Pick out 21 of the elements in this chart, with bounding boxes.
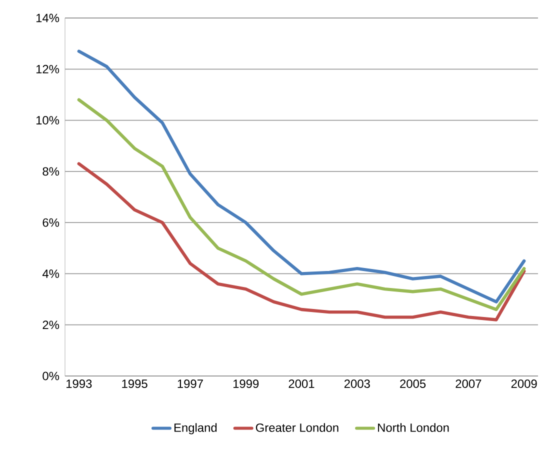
y-tick-label: 8%: [42, 167, 60, 176]
y-tick-label: 12%: [36, 64, 60, 74]
line-series: [77, 162, 526, 322]
legend-label: North London: [378, 423, 449, 432]
y-tick-label: 0%: [42, 372, 60, 380]
x-tick-label: 1993: [66, 380, 92, 388]
legend-label: England: [174, 423, 217, 434]
x-tick-label: 1999: [233, 380, 259, 388]
x-tick-label: 2007: [456, 380, 482, 388]
y-tick-label: 10%: [36, 116, 60, 125]
legend-label: Greater London: [256, 423, 338, 432]
x-tick-label: 2009: [511, 380, 537, 388]
y-tick-label: 6%: [42, 218, 60, 227]
y-tick-label: 2%: [42, 320, 60, 330]
x-tick-label: 1995: [122, 380, 148, 388]
x-tick-label: 2005: [400, 380, 426, 388]
x-tick-label: 2003: [344, 380, 370, 388]
x-tick-label: 2001: [288, 380, 314, 388]
x-tick-label: 1997: [178, 380, 203, 388]
y-tick-label: 4%: [42, 270, 60, 278]
y-tick-label: 14%: [36, 14, 60, 22]
